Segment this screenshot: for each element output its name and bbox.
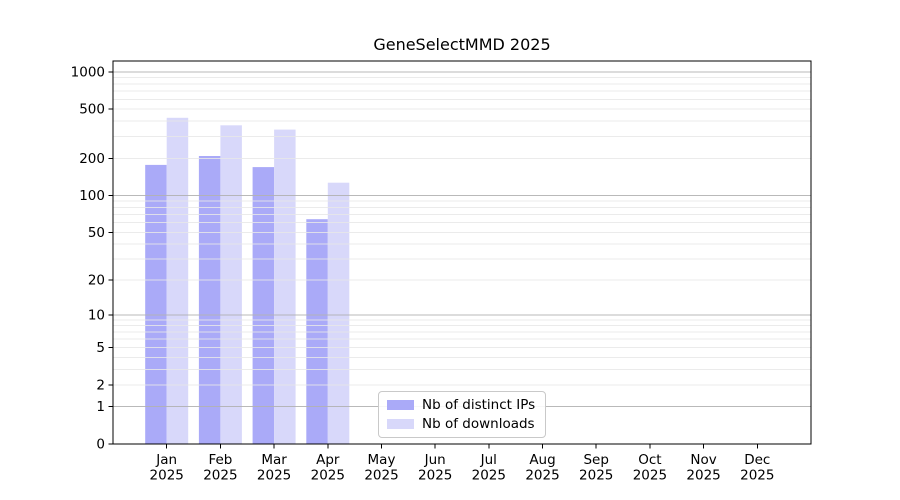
y-tick-label-10: 10 xyxy=(88,307,105,323)
y-tick-label-1: 1 xyxy=(96,399,105,415)
bar-downloads-mar xyxy=(274,129,296,444)
x-tick-label-may-year: 2025 xyxy=(364,468,398,484)
x-tick-label-jan-month: Jan xyxy=(155,452,177,468)
y-tick-label-50: 50 xyxy=(88,225,105,241)
legend-swatch-downloads-icon xyxy=(387,419,414,429)
x-tick-label-aug-month: Aug xyxy=(529,452,555,468)
x-tick-label-may-month: May xyxy=(368,452,396,468)
x-tick-label-jun-year: 2025 xyxy=(418,468,452,484)
x-tick-label-dec-year: 2025 xyxy=(740,468,774,484)
y-tick-label-100: 100 xyxy=(79,188,105,204)
bar-distinct-ips-mar xyxy=(252,167,275,444)
bar-downloads-jan xyxy=(166,117,189,445)
x-tick-label-aug-year: 2025 xyxy=(525,468,559,484)
x-tick-label-mar-month: Mar xyxy=(261,452,287,468)
bar-downloads-apr xyxy=(327,182,350,444)
legend-item-distinct-ips: Nb of distinct IPs xyxy=(387,397,535,413)
legend-swatch-distinct-ips-icon xyxy=(387,400,414,410)
y-tick-label-0: 0 xyxy=(96,437,105,453)
x-tick-label-nov-month: Nov xyxy=(690,452,716,468)
x-tick-label-sep-year: 2025 xyxy=(579,468,613,484)
x-tick-label-feb-year: 2025 xyxy=(203,468,237,484)
x-tick-label-dec-month: Dec xyxy=(744,452,770,468)
chart-title: GeneSelectMMD 2025 xyxy=(373,35,551,54)
x-tick-label-oct-year: 2025 xyxy=(633,468,667,484)
x-tick-label-feb-month: Feb xyxy=(208,452,232,468)
y-tick-label-5: 5 xyxy=(96,340,105,356)
y-tick-label-1000: 1000 xyxy=(71,64,105,80)
x-tick-label-apr-year: 2025 xyxy=(311,468,345,484)
bar-downloads-feb xyxy=(220,125,242,445)
x-tick-label-apr-month: Apr xyxy=(316,452,340,468)
x-tick-label-sep-month: Sep xyxy=(583,452,608,468)
y-tick-label-200: 200 xyxy=(79,151,105,167)
plot-border xyxy=(112,60,812,445)
y-tick-label-2: 2 xyxy=(96,377,105,393)
x-tick-label-oct-month: Oct xyxy=(638,452,661,468)
y-tick-label-20: 20 xyxy=(88,273,105,289)
x-tick-label-jan-year: 2025 xyxy=(150,468,184,484)
x-tick-label-jul-year: 2025 xyxy=(472,468,506,484)
legend-box: Nb of distinct IPs Nb of downloads xyxy=(378,391,547,438)
y-tick-label-500: 500 xyxy=(79,102,105,118)
legend-item-downloads: Nb of downloads xyxy=(387,416,535,432)
bar-distinct-ips-jan xyxy=(145,164,167,444)
x-tick-label-jun-month: Jun xyxy=(424,452,446,468)
legend-label-downloads: Nb of downloads xyxy=(422,416,535,432)
legend-label-distinct-ips: Nb of distinct IPs xyxy=(422,397,536,413)
x-tick-label-mar-year: 2025 xyxy=(257,468,291,484)
x-tick-label-jul-month: Jul xyxy=(480,452,497,468)
bar-distinct-ips-feb xyxy=(198,156,221,444)
x-tick-label-nov-year: 2025 xyxy=(686,468,720,484)
